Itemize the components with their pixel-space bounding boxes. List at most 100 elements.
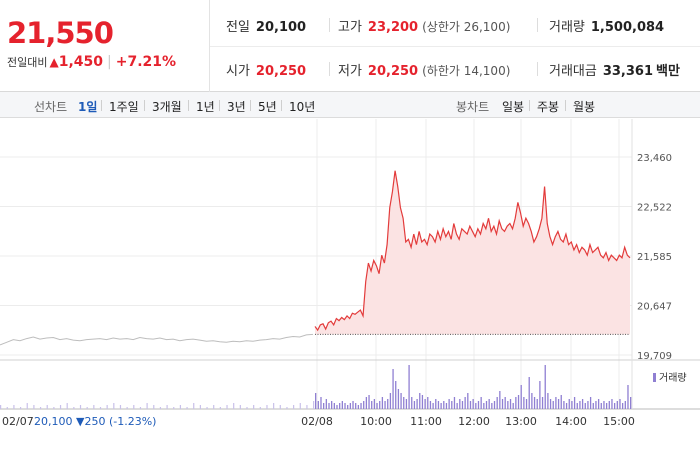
volume-bar	[528, 377, 530, 409]
volume-bar	[589, 397, 592, 409]
y-tick-label: 20,647	[637, 301, 672, 312]
volume-bar	[488, 399, 490, 409]
volume-bar	[413, 401, 416, 409]
volume-bar	[467, 393, 469, 409]
volume-bar	[616, 401, 618, 409]
volume-bar	[560, 395, 562, 409]
volume-bar	[493, 401, 496, 409]
prev-close-info: 20,100 ▼250 (-1.23%)	[34, 415, 156, 428]
volume-bar	[355, 403, 357, 409]
volume-bar	[336, 405, 338, 409]
tab-1year[interactable]: 1년	[196, 100, 215, 114]
x-tick-label: 10:00	[360, 415, 392, 428]
volume-bar	[139, 407, 142, 409]
volume-bars	[0, 365, 632, 409]
price-box: 21,550 전일대비 ▲1,450 | +7.21%	[0, 0, 210, 92]
volume-bar	[246, 407, 248, 409]
stat-label: 전일	[226, 20, 250, 35]
volume-bar	[435, 399, 437, 409]
volume-bar	[317, 401, 319, 409]
stat-row-divider	[210, 46, 700, 47]
volume-bar	[328, 403, 330, 409]
tab-3years[interactable]: 3년	[227, 100, 246, 114]
candle-chart-group-label: 봉차트	[456, 100, 490, 114]
volume-bar	[341, 401, 343, 409]
volume-bar	[459, 399, 461, 409]
volume-bar	[146, 403, 148, 409]
volume-bar	[547, 393, 549, 409]
divider	[281, 100, 282, 111]
volume-bar	[544, 365, 546, 409]
change-rate: +7.21%	[115, 54, 177, 70]
volume-bar	[153, 405, 155, 409]
tab-daily-candle[interactable]: 일봉	[502, 100, 525, 114]
volume-bar	[539, 381, 541, 409]
volume-bar	[451, 401, 453, 409]
volume-bar	[595, 401, 597, 409]
current-price: 21,550	[7, 16, 114, 50]
volume-bar	[552, 401, 554, 409]
stat-high: 고가 23,200 (상한가 26,100)	[338, 16, 510, 35]
volume-bar	[379, 401, 381, 409]
volume-bar	[597, 399, 600, 409]
tab-monthly-candle[interactable]: 월봉	[573, 100, 596, 114]
volume-bar	[325, 399, 327, 409]
volume-bar	[592, 403, 594, 409]
volume-bar	[424, 399, 426, 409]
volume-bar	[509, 399, 512, 409]
volume-bar	[475, 403, 477, 409]
volume-bar	[627, 385, 629, 409]
volume-bar	[349, 403, 352, 409]
volume-legend-label: 거래량	[659, 372, 687, 384]
x-tick-label: 13:00	[505, 415, 537, 428]
y-tick-label: 19,709	[637, 351, 672, 362]
stat-value: 20,100	[255, 20, 307, 35]
volume-bar	[557, 399, 560, 409]
volume-bar	[472, 399, 474, 409]
volume-bar	[315, 393, 317, 409]
stat-label: 거래량	[549, 20, 585, 35]
volume-bar	[387, 399, 389, 409]
volume-bar	[381, 397, 384, 409]
volume-bar	[443, 401, 445, 409]
x-axis-ticks: 02/08 10:00 11:00 12:00 13:00 14:00 15:00 02/07…	[2, 415, 635, 428]
volume-bar	[333, 403, 335, 409]
volume-bar	[469, 401, 472, 409]
volume-bar	[323, 403, 325, 409]
volume-bar	[624, 401, 626, 409]
stat-turnover: 거래대금 33,361 백만	[549, 60, 680, 79]
y-tick-label: 23,460	[637, 153, 672, 164]
volume-bar	[360, 403, 362, 409]
change-amount: 1,450	[58, 54, 104, 70]
tab-10years[interactable]: 10년	[289, 100, 316, 114]
volume-bar	[496, 397, 498, 409]
volume-legend: 거래량	[653, 372, 687, 384]
volume-bar	[408, 365, 410, 409]
volume-bar	[411, 397, 413, 409]
tab-1day[interactable]: 1일	[78, 100, 98, 114]
price-chart[interactable]: 23,460 22,522 21,585 20,647 19,709 02/08 10:0…	[0, 119, 700, 450]
volume-bar	[549, 399, 552, 409]
volume-bar	[233, 403, 235, 409]
volume-bar	[73, 407, 75, 409]
volume-bar	[453, 397, 456, 409]
volume-bar	[0, 405, 2, 409]
tab-3months[interactable]: 3개월	[152, 100, 182, 114]
volume-bar	[507, 401, 509, 409]
volume-bar	[113, 403, 115, 409]
tab-5years[interactable]: 5년	[258, 100, 277, 114]
volume-bar	[491, 403, 493, 409]
today-series	[314, 170, 631, 335]
change-label: 전일대비	[7, 56, 48, 69]
volume-bar	[99, 407, 102, 409]
volume-bar	[605, 403, 608, 409]
volume-bar	[368, 395, 370, 409]
volume-bar	[6, 407, 8, 409]
stat-note: (상한가 26,100)	[422, 20, 511, 34]
change-separator: |	[107, 54, 112, 70]
tab-weekly-candle[interactable]: 주봉	[537, 100, 560, 114]
tab-1week[interactable]: 1주일	[109, 100, 139, 114]
volume-bar	[213, 405, 215, 409]
volume-bar	[79, 405, 82, 409]
volume-bar	[293, 405, 295, 409]
